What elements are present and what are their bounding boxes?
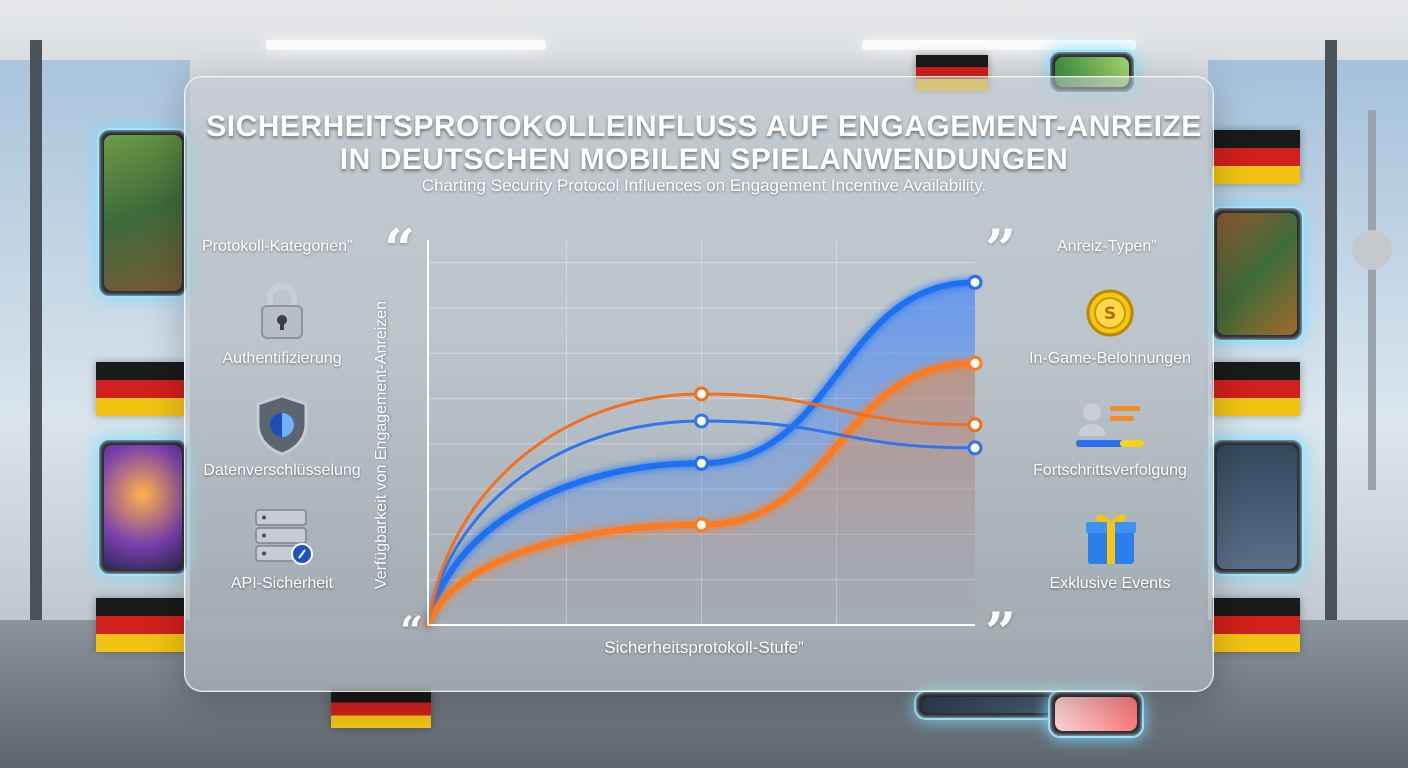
chart-subtitle: Charting Security Protocol Influences on… [421, 176, 987, 195]
data-point [694, 517, 709, 533]
gift-icon [1086, 514, 1136, 564]
incentive-label-progress: Fortschrittsverfolgung [1033, 462, 1187, 479]
x-axis-label-wrap: Sicherheitsprotokoll-Stufe” [0, 638, 1408, 658]
data-point [967, 417, 983, 433]
incentive-label-rewards: In-Game-Belohnungen [1029, 350, 1191, 367]
german-flag [96, 362, 184, 416]
category-label-api-security: API-Sicherheit [230, 575, 334, 592]
series-line [426, 419, 977, 627]
tv-tower [1368, 110, 1376, 490]
german-flag [1212, 362, 1300, 416]
german-flag [331, 690, 431, 728]
close-quote-top: ” [985, 217, 1017, 281]
open-quote-top: “ [384, 217, 416, 281]
progress-profile-icon [1076, 403, 1144, 447]
phone-rpg-game [97, 438, 189, 576]
data-point [694, 386, 709, 402]
protocol-categories-heading: Protokoll-Kategorien” [202, 238, 353, 255]
ceiling-light [862, 40, 1136, 50]
german-flag [1212, 598, 1300, 652]
incentive-types-heading: Anreiz-Typen” [1057, 238, 1157, 255]
window-frame [30, 40, 42, 660]
coin-icon: S [1086, 289, 1134, 337]
title-line-1: Sicherheitsprotokolleinfluss auf Engagem… [206, 110, 1202, 143]
phone-strategy-game [97, 128, 189, 298]
window-frame [1325, 40, 1337, 660]
phone-map-app [1048, 690, 1144, 738]
phone-card-game [1210, 206, 1304, 342]
category-label-encryption: Datenverschlüsselung [203, 462, 361, 479]
series-line [425, 360, 978, 628]
chart-title: Sicherheitsprotokolleinfluss auf Engagem… [0, 110, 1408, 176]
category-label-authentication: Authentifizierung [222, 350, 342, 367]
data-point [694, 413, 709, 429]
phone-app-bar [914, 690, 1060, 720]
data-point [694, 455, 709, 471]
phone-app-grid [1210, 438, 1304, 576]
data-point [967, 355, 983, 371]
server-icon [255, 509, 313, 565]
data-point [967, 440, 983, 456]
close-quote-bottom: ” [985, 600, 1017, 664]
padlock-icon [261, 283, 303, 339]
incentive-label-events: Exklusive Events [1049, 575, 1171, 592]
open-quote-bottom: “ [400, 608, 424, 655]
german-flag [96, 598, 184, 652]
series-line [426, 392, 977, 627]
german-flag [1212, 130, 1300, 184]
svg-text:S: S [1104, 304, 1116, 324]
tv-tower-sphere [1352, 230, 1392, 270]
shield-icon [256, 394, 308, 456]
x-axis-label: Sicherheitsprotokoll-Stufe” [604, 638, 804, 657]
data-point [967, 274, 983, 290]
title-line-2: in deutschen mobilen Spielanwendungen [339, 143, 1069, 176]
ceiling-light [266, 40, 546, 50]
series-area [428, 363, 975, 625]
